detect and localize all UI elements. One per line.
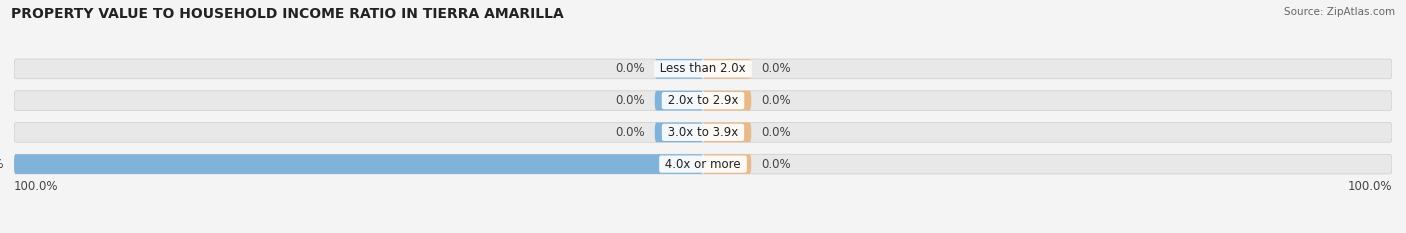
FancyBboxPatch shape: [655, 91, 703, 110]
Text: 0.0%: 0.0%: [762, 158, 792, 171]
Text: 0.0%: 0.0%: [614, 94, 644, 107]
Text: 100.0%: 100.0%: [0, 158, 4, 171]
Text: 100.0%: 100.0%: [1347, 180, 1392, 193]
FancyBboxPatch shape: [14, 59, 1392, 79]
FancyBboxPatch shape: [14, 154, 703, 174]
FancyBboxPatch shape: [14, 123, 1392, 142]
Text: 0.0%: 0.0%: [762, 62, 792, 75]
Text: 100.0%: 100.0%: [14, 180, 59, 193]
Text: 0.0%: 0.0%: [762, 94, 792, 107]
Text: 0.0%: 0.0%: [762, 126, 792, 139]
Text: 0.0%: 0.0%: [614, 126, 644, 139]
Text: PROPERTY VALUE TO HOUSEHOLD INCOME RATIO IN TIERRA AMARILLA: PROPERTY VALUE TO HOUSEHOLD INCOME RATIO…: [11, 7, 564, 21]
Text: 0.0%: 0.0%: [614, 62, 644, 75]
FancyBboxPatch shape: [703, 123, 751, 142]
FancyBboxPatch shape: [655, 59, 703, 79]
FancyBboxPatch shape: [703, 154, 751, 174]
FancyBboxPatch shape: [14, 154, 1392, 174]
Text: 3.0x to 3.9x: 3.0x to 3.9x: [664, 126, 742, 139]
FancyBboxPatch shape: [14, 91, 1392, 110]
Text: Less than 2.0x: Less than 2.0x: [657, 62, 749, 75]
FancyBboxPatch shape: [703, 59, 751, 79]
Text: 2.0x to 2.9x: 2.0x to 2.9x: [664, 94, 742, 107]
Text: Source: ZipAtlas.com: Source: ZipAtlas.com: [1284, 7, 1395, 17]
FancyBboxPatch shape: [703, 91, 751, 110]
FancyBboxPatch shape: [655, 123, 703, 142]
Text: 4.0x or more: 4.0x or more: [661, 158, 745, 171]
